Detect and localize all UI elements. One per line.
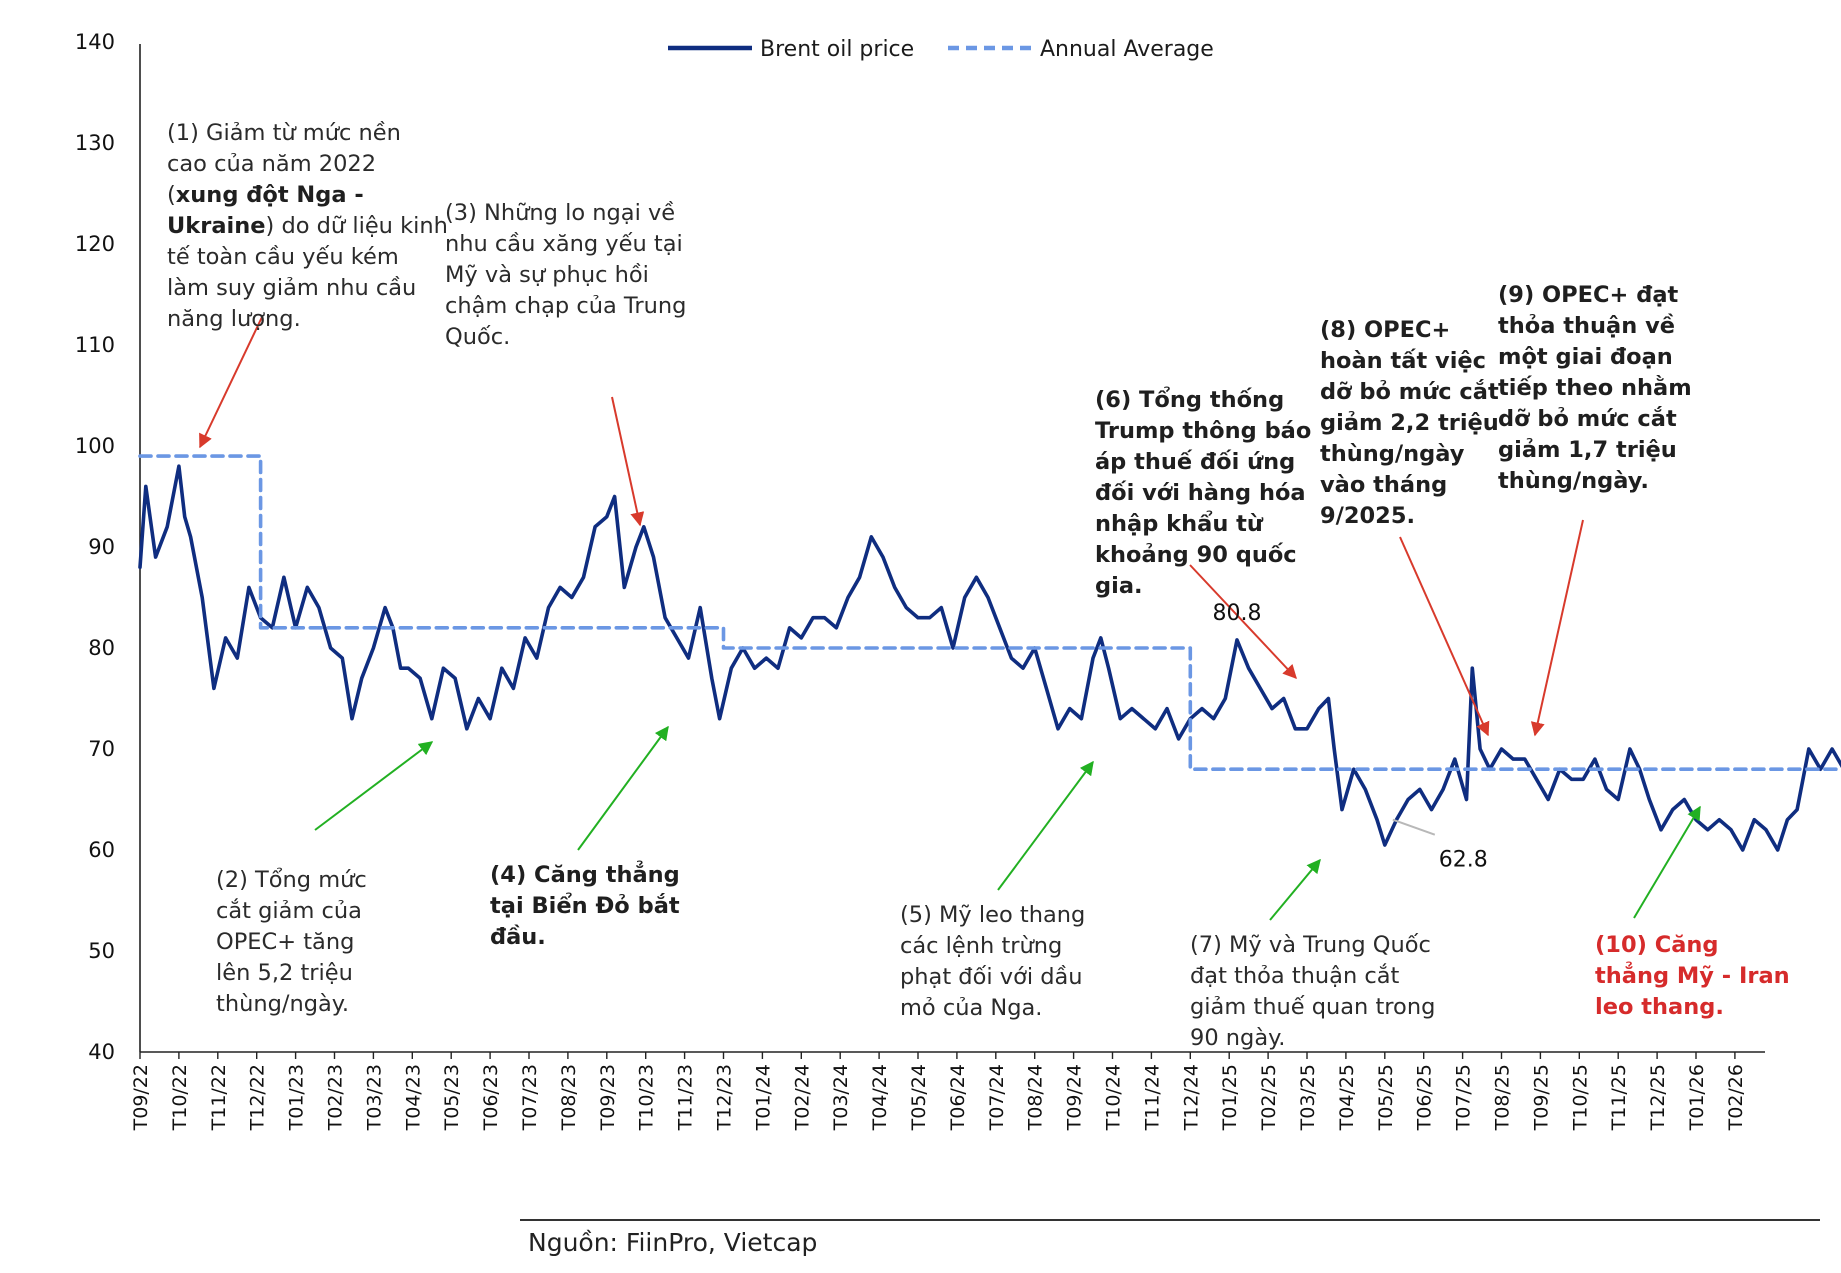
down-arrow — [1399, 536, 1490, 737]
x-tick-label: T04/25 — [1336, 1064, 1358, 1131]
y-tick-label: 40 — [88, 1040, 115, 1064]
annotation-a2: (2) Tổng mức cắt giảm của OPEC+ tăng lên 5,… — [216, 867, 367, 1017]
x-tick-label: T10/23 — [636, 1064, 658, 1131]
x-tick-label: T10/25 — [1569, 1064, 1591, 1131]
value-label-peak: 80.8 — [1212, 601, 1261, 626]
x-axis-ticks: T09/22 T10/22 T11/22 T12/22 T01/23 T02/23 T03/… — [130, 1052, 1747, 1131]
x-tick-label: T08/25 — [1492, 1064, 1514, 1131]
x-tick-label: T12/24 — [1180, 1064, 1202, 1131]
annotation-arrows — [199, 316, 1701, 921]
x-tick-label: T09/24 — [1064, 1064, 1086, 1131]
up-arrow — [1269, 858, 1321, 921]
x-tick-label: T12/23 — [714, 1064, 736, 1131]
up-arrow — [314, 741, 434, 831]
x-tick-label: T05/23 — [441, 1064, 463, 1131]
x-tick-label: T09/25 — [1530, 1064, 1552, 1131]
annotation-a10: (10) Căng thẳng Mỹ - Iran leo thang. — [1595, 932, 1790, 1020]
source-divider — [520, 1219, 1820, 1221]
annotation-a8: (8) OPEC+ hoàn tất việc dỡ bỏ mức cắt giảm … — [1320, 317, 1499, 529]
annotation-a7: (7) Mỹ và Trung Quốc đạt thỏa thuận cắt gi… — [1190, 932, 1436, 1051]
x-tick-label: T09/23 — [597, 1064, 619, 1131]
y-axis-ticks: 40 50 60 70 80 90 100 110 120 130 140 — [75, 30, 115, 1064]
value-labels: 80.8 62.8 — [1212, 601, 1487, 873]
x-tick-label: T11/22 — [208, 1064, 230, 1131]
x-tick-label: T01/25 — [1219, 1064, 1241, 1131]
x-tick-label: T11/23 — [675, 1064, 697, 1131]
x-tick-label: T12/22 — [247, 1064, 269, 1131]
down-arrow — [199, 316, 263, 449]
legend-label-brent: Brent oil price — [760, 37, 914, 62]
series-layer — [138, 454, 1841, 852]
x-tick-label: T03/23 — [363, 1064, 385, 1131]
x-tick-label: T06/25 — [1414, 1064, 1436, 1131]
y-tick-label: 60 — [88, 838, 115, 862]
x-tick-label: T01/26 — [1686, 1064, 1708, 1131]
x-tick-label: T10/24 — [1103, 1064, 1125, 1131]
x-tick-label: T03/24 — [830, 1064, 852, 1131]
x-tick-label: T12/25 — [1647, 1064, 1669, 1131]
annotation-a6: (6) Tổng thống Trump thông báo áp thuế đối… — [1095, 387, 1312, 599]
annotation-a3: (3) Những lo ngại về nhu cầu xăng yếu tại… — [445, 200, 687, 350]
y-tick-label: 90 — [88, 535, 115, 559]
annotation-a4: (4) Căng thẳng tại Biển Đỏ bắt đầu. — [490, 862, 680, 950]
up-arrow — [577, 725, 669, 851]
series-annual-average — [138, 454, 1841, 771]
x-tick-label: T07/23 — [519, 1064, 541, 1131]
x-tick-label: T01/24 — [752, 1064, 774, 1131]
annotation-a5: (5) Mỹ leo thang các lệnh trừng phạt đối v… — [900, 902, 1086, 1021]
x-tick-label: T02/23 — [325, 1064, 347, 1131]
value-label-low: 62.8 — [1439, 848, 1488, 873]
y-tick-label: 140 — [75, 30, 115, 54]
x-tick-label: T01/23 — [286, 1064, 308, 1131]
series-brent-price — [138, 464, 1841, 852]
x-tick-label: T08/23 — [558, 1064, 580, 1131]
down-arrow — [611, 396, 645, 527]
up-arrow — [1633, 805, 1701, 919]
annotation-a9: (9) OPEC+ đạt thỏa thuận về một giai đoạn t… — [1498, 282, 1692, 494]
x-tick-label: T11/25 — [1608, 1064, 1630, 1131]
x-tick-label: T06/24 — [947, 1064, 969, 1131]
x-tick-label: T11/24 — [1141, 1064, 1163, 1131]
leader-line — [1392, 818, 1436, 836]
down-arrow — [1189, 564, 1297, 680]
x-tick-label: T04/24 — [869, 1064, 891, 1131]
x-tick-label: T05/25 — [1375, 1064, 1397, 1131]
up-arrow — [997, 760, 1094, 891]
x-tick-label: T07/25 — [1453, 1064, 1475, 1131]
x-tick-label: T08/24 — [1025, 1064, 1047, 1131]
y-tick-label: 110 — [75, 333, 115, 357]
x-tick-label: T02/25 — [1258, 1064, 1280, 1131]
x-tick-label: T05/24 — [908, 1064, 930, 1131]
x-tick-label: T06/23 — [480, 1064, 502, 1131]
x-tick-label: T02/24 — [791, 1064, 813, 1131]
x-tick-label: T03/25 — [1297, 1064, 1319, 1131]
y-tick-label: 120 — [75, 232, 115, 256]
y-tick-label: 80 — [88, 636, 115, 660]
y-tick-label: 50 — [88, 939, 115, 963]
source-note: Nguồn: FiinPro, Vietcap — [528, 1228, 818, 1257]
legend: Brent oil price Annual Average — [668, 37, 1214, 62]
annotation-a1: (1) Giảm từ mức nền cao của năm 2022 (xung… — [167, 120, 448, 332]
y-tick-label: 130 — [75, 131, 115, 155]
x-tick-label: T04/23 — [402, 1064, 424, 1131]
legend-label-average: Annual Average — [1040, 37, 1214, 62]
x-tick-label: T02/26 — [1725, 1064, 1747, 1131]
down-arrow — [1530, 519, 1584, 737]
y-tick-label: 100 — [75, 434, 115, 458]
x-tick-label: T09/22 — [130, 1064, 152, 1131]
x-tick-label: T07/24 — [986, 1064, 1008, 1131]
x-tick-label: T10/22 — [169, 1064, 191, 1131]
y-tick-label: 70 — [88, 737, 115, 761]
